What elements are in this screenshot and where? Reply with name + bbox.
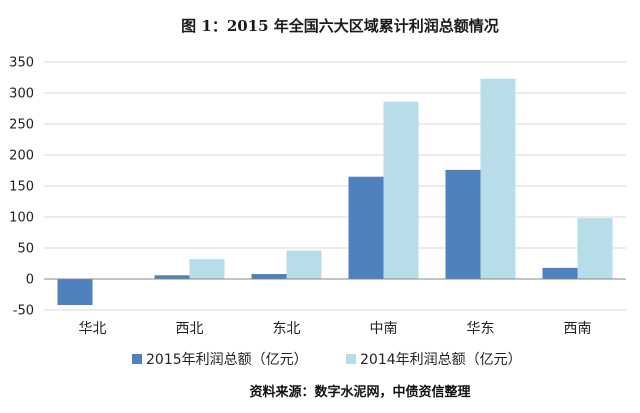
y-tick-label: 50: [17, 242, 34, 257]
legend-label: 2015年利润总额（亿元）: [146, 352, 308, 368]
legend-label: 2014年利润总额（亿元）: [360, 352, 522, 368]
gridlines: [44, 61, 626, 311]
bar-series2-4: [480, 78, 516, 280]
y-tick-label: 200: [9, 149, 34, 164]
bar-series1-4: [445, 169, 481, 279]
y-tick-label: 350: [9, 56, 34, 71]
x-category-label: 东北: [273, 321, 301, 337]
y-tick-label: 0: [26, 273, 34, 288]
bar-series2-2: [286, 250, 322, 279]
y-tick-label: 300: [9, 87, 34, 102]
y-axis-ticks: -50 0 50 100 150 200 250 300 350: [9, 56, 34, 319]
bar-series1-0: [57, 279, 93, 306]
bars: [57, 78, 613, 306]
x-axis-labels: 华北 西北 东北 中南 华东 西南: [79, 321, 592, 337]
y-tick-label: 150: [9, 180, 34, 195]
x-category-label: 西南: [564, 321, 592, 337]
legend: 2015年利润总额（亿元） 2014年利润总额（亿元）: [132, 352, 522, 368]
y-tick-label: 100: [9, 211, 34, 226]
legend-swatch: [132, 354, 142, 364]
x-category-label: 中南: [370, 321, 398, 337]
bar-series1-1: [154, 275, 190, 279]
bar-series1-3: [348, 176, 384, 279]
bar-series2-5: [577, 218, 613, 279]
y-tick-label: 250: [9, 118, 34, 133]
bar-series1-2: [251, 274, 287, 279]
bar-series2-3: [383, 101, 419, 280]
x-category-label: 西北: [176, 321, 204, 337]
legend-swatch: [346, 354, 356, 364]
chart-title: 图 1：2015 年全国六大区域累计利润总额情况: [181, 17, 499, 35]
y-tick-label: -50: [13, 304, 34, 319]
bar-series1-5: [542, 267, 578, 279]
source-note: 资料来源：数字水泥网，中债资信整理: [249, 384, 470, 400]
x-category-label: 华北: [79, 321, 107, 337]
x-category-label: 华东: [467, 321, 495, 337]
bar-series2-1: [189, 259, 225, 279]
